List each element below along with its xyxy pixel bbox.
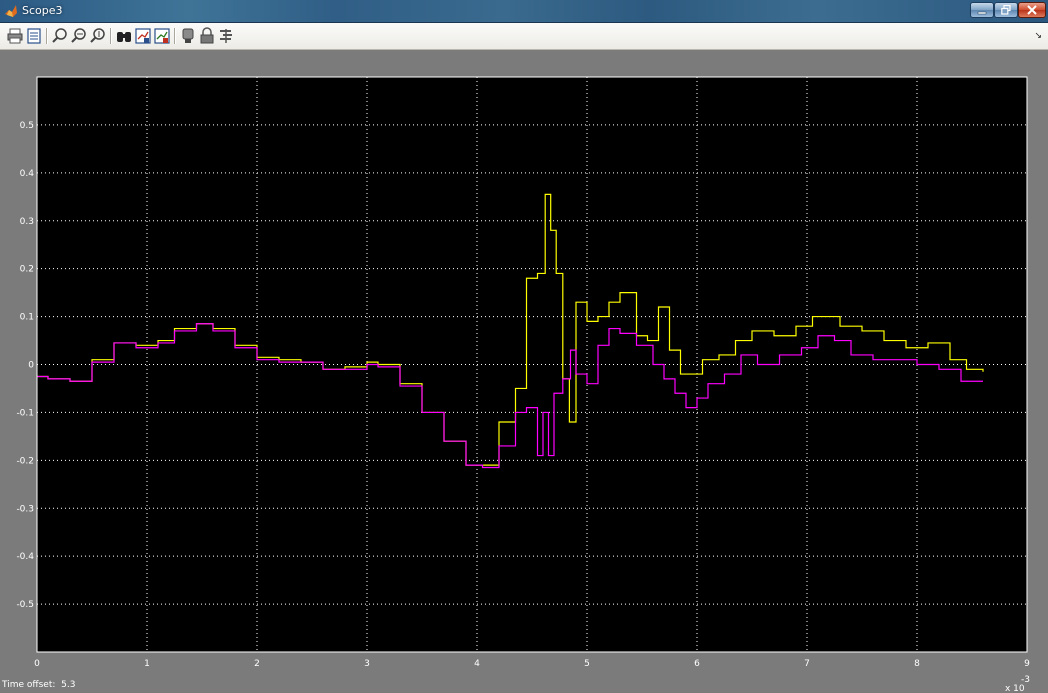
y-tick-label: 0.3: [20, 217, 34, 227]
minimize-button[interactable]: [970, 2, 994, 18]
time-offset-label: Time offset:: [2, 680, 56, 690]
toolbar-separator: [46, 28, 48, 44]
title-bar[interactable]: Scope3: [0, 0, 1048, 23]
y-tick-label: -0.5: [16, 600, 34, 610]
y-tick-label: 0.1: [20, 313, 34, 323]
y-tick-label: -0.1: [16, 408, 34, 418]
window-title: Scope3: [22, 4, 63, 17]
x-tick-label: 9: [1024, 659, 1030, 669]
tick-labels: 0 1 2 3 4 5 6 7 8 9 0.5 0.4 0.3 0.2 0.1 0 -0.1 -0.2 -0.3 -0…: [16, 121, 1030, 669]
plot-series: [37, 193, 984, 469]
parameters-icon[interactable]: [25, 27, 43, 45]
zoom-x-icon[interactable]: [70, 27, 88, 45]
zoom-icon[interactable]: [51, 27, 69, 45]
save-axes-icon[interactable]: [134, 27, 152, 45]
matlab-icon: [5, 5, 17, 17]
minimize-icon: [977, 11, 987, 15]
x-tick-label: 1: [144, 659, 150, 669]
x-tick-label: 7: [804, 659, 810, 669]
series-line-2: [37, 323, 983, 469]
x-multiplier-label: x 10: [1005, 684, 1025, 693]
y-tick-label: 0.2: [20, 265, 34, 275]
y-tick-label: -0.3: [16, 504, 34, 514]
x-tick-label: 0: [34, 659, 40, 669]
floating-scope-icon[interactable]: [179, 27, 197, 45]
zoom-y-icon[interactable]: [89, 27, 107, 45]
lock-icon[interactable]: [198, 27, 216, 45]
y-tick-label: 0: [28, 361, 34, 371]
signal-selection-icon[interactable]: [217, 27, 235, 45]
x-tick-label: 4: [474, 659, 480, 669]
y-tick-label: 0.4: [20, 169, 35, 179]
y-tick-label: 0.5: [20, 121, 34, 131]
binoculars-icon[interactable]: [115, 27, 133, 45]
x-tick-label: 6: [694, 659, 700, 669]
y-tick-label: -0.2: [16, 456, 34, 466]
toolbar-resize-glyph: ↘: [1034, 31, 1042, 41]
plot-grid: [37, 77, 1027, 652]
toolbar-separator: [174, 28, 176, 44]
series-line-1: [37, 193, 984, 466]
x-tick-label: 3: [364, 659, 370, 669]
close-button[interactable]: [1018, 2, 1046, 18]
printer-icon[interactable]: [6, 27, 24, 45]
x-multiplier-exponent: -3: [1021, 675, 1030, 685]
toolbar-separator: [110, 28, 112, 44]
x-tick-label: 5: [584, 659, 590, 669]
maximize-button[interactable]: [994, 2, 1018, 18]
x-tick-label: 2: [254, 659, 260, 669]
toolbar: ↘: [0, 23, 1048, 50]
plot-axes-border: [36, 76, 1028, 653]
close-icon: [1027, 5, 1037, 15]
x-tick-label: 8: [914, 659, 920, 669]
restore-axes-icon[interactable]: [153, 27, 171, 45]
y-tick-label: -0.4: [16, 552, 34, 562]
restore-window-icon: [1001, 5, 1011, 15]
time-offset-value: 5.3: [61, 680, 76, 690]
status-bar: Time offset: 5.3: [2, 680, 75, 690]
